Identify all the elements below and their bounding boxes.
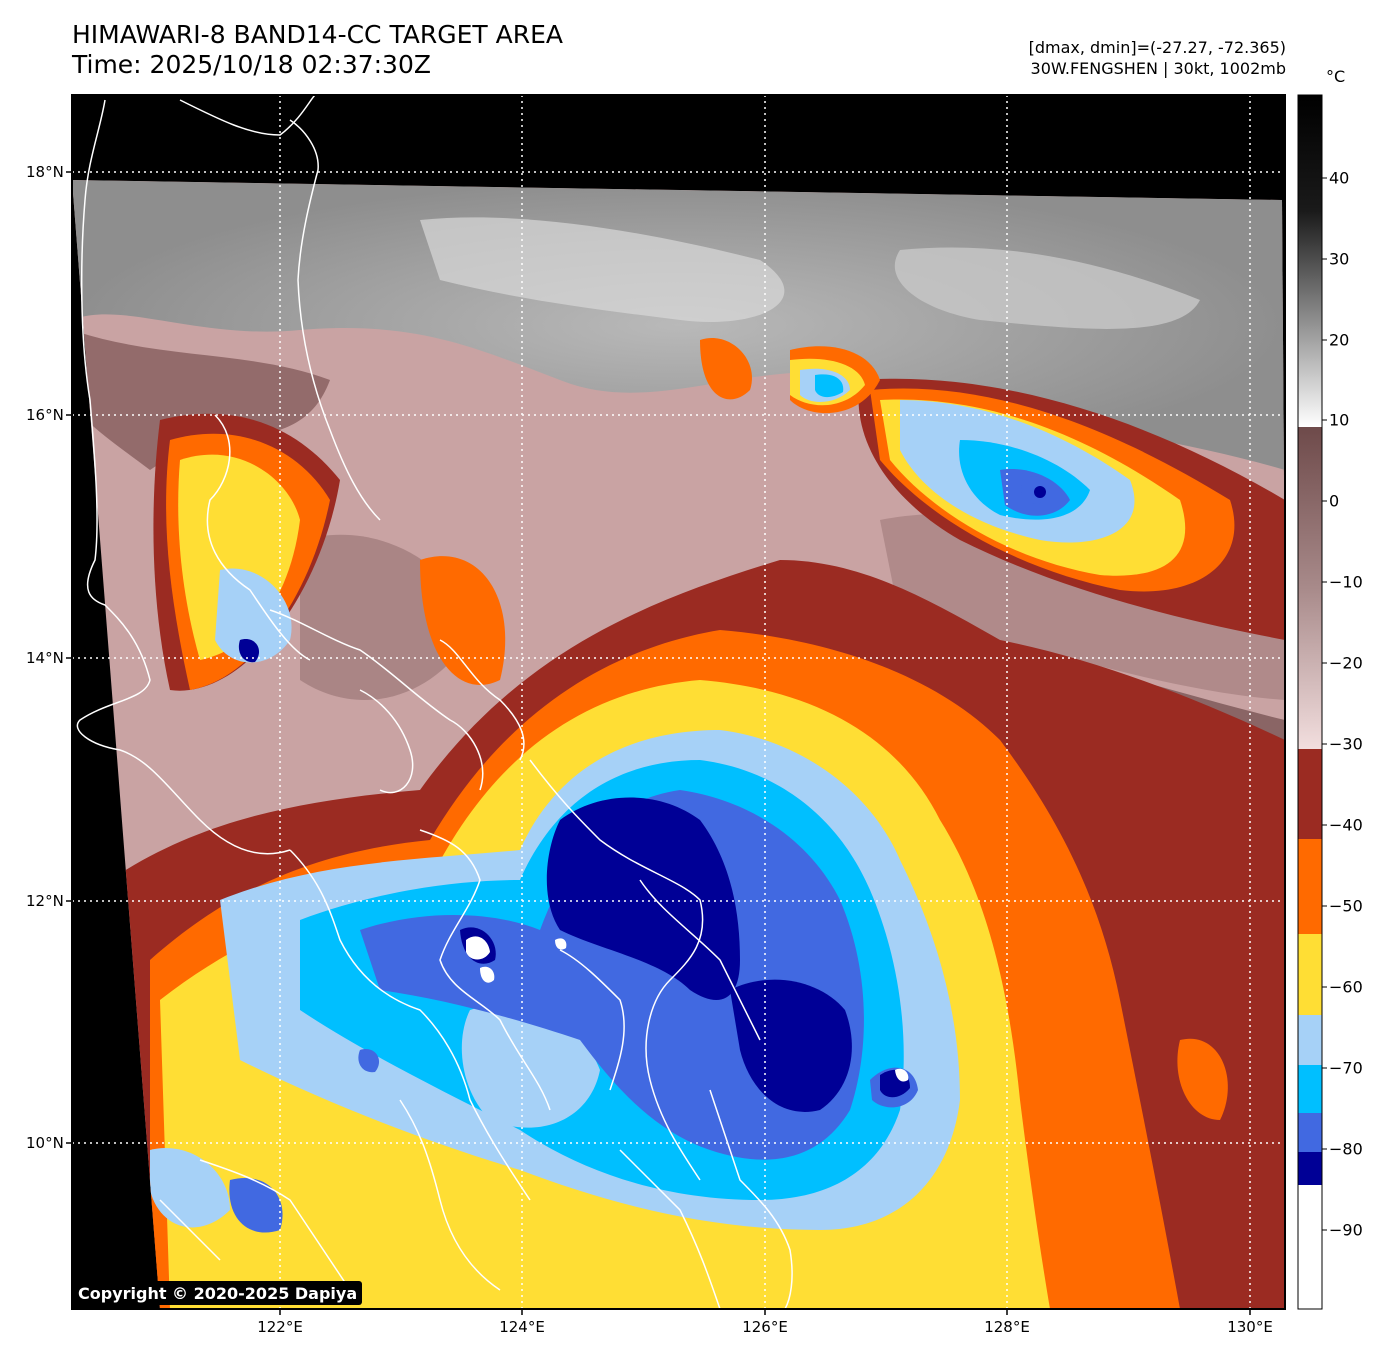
title-line-1: HIMAWARI-8 BAND14-CC TARGET AREA [72,20,564,49]
colorbar-tick-label: 0 [1329,491,1340,511]
graticule [72,95,1285,1309]
lat-label: 14°N [26,649,64,667]
chart-title: HIMAWARI-8 BAND14-CC TARGET AREA Time: 2… [72,20,563,80]
colorbar-tick-label: 10 [1329,410,1350,430]
colorbar-tick-label: −60 [1329,977,1363,997]
colorbar [1297,94,1327,1310]
lon-label: 128°E [984,1318,1030,1336]
lat-label: 18°N [26,163,64,181]
colorbar-tick-label: −20 [1329,653,1363,673]
colorbar-tick-label: −40 [1329,815,1363,835]
lat-label: 16°N [26,406,64,424]
lat-label: 12°N [26,892,64,910]
colorbar-tick-label: 20 [1329,330,1350,350]
colorbar-tick-label: −80 [1329,1139,1363,1159]
colorbar-tick-label: −50 [1329,896,1363,916]
lon-label: 126°E [742,1318,788,1336]
map-frame [71,94,1286,1310]
coastlines [76,95,793,1309]
colorbar-tick-label: −10 [1329,572,1363,592]
colorbar-tick-label: −90 [1329,1220,1363,1240]
copyright-badge: Copyright © 2020-2025 Dapiya [76,1281,363,1305]
lat-label: 10°N [26,1134,64,1152]
title-line-2: Time: 2025/10/18 02:37:30Z [72,50,431,79]
cloud-swath [72,180,1285,1309]
storm-meta: [dmax, dmin]=(-27.27, -72.365) 30W.FENGS… [1029,37,1286,79]
lon-label: 124°E [499,1318,545,1336]
storm-info-label: 30W.FENGSHEN | 30kt, 1002mb [1030,59,1286,78]
axis-ticks [66,171,1251,1315]
colorbar-tick-label: −30 [1329,734,1363,754]
colorbar-tick-label: 30 [1329,249,1350,269]
lon-label: 130°E [1227,1318,1273,1336]
dmax-dmin-label: [dmax, dmin]=(-27.27, -72.365) [1028,38,1286,57]
lon-label: 122°E [257,1318,303,1336]
colorbar-unit: °C [1326,67,1346,86]
colorbar-tick-label: 40 [1329,168,1350,188]
colorbar-tick-label: −70 [1329,1058,1363,1078]
